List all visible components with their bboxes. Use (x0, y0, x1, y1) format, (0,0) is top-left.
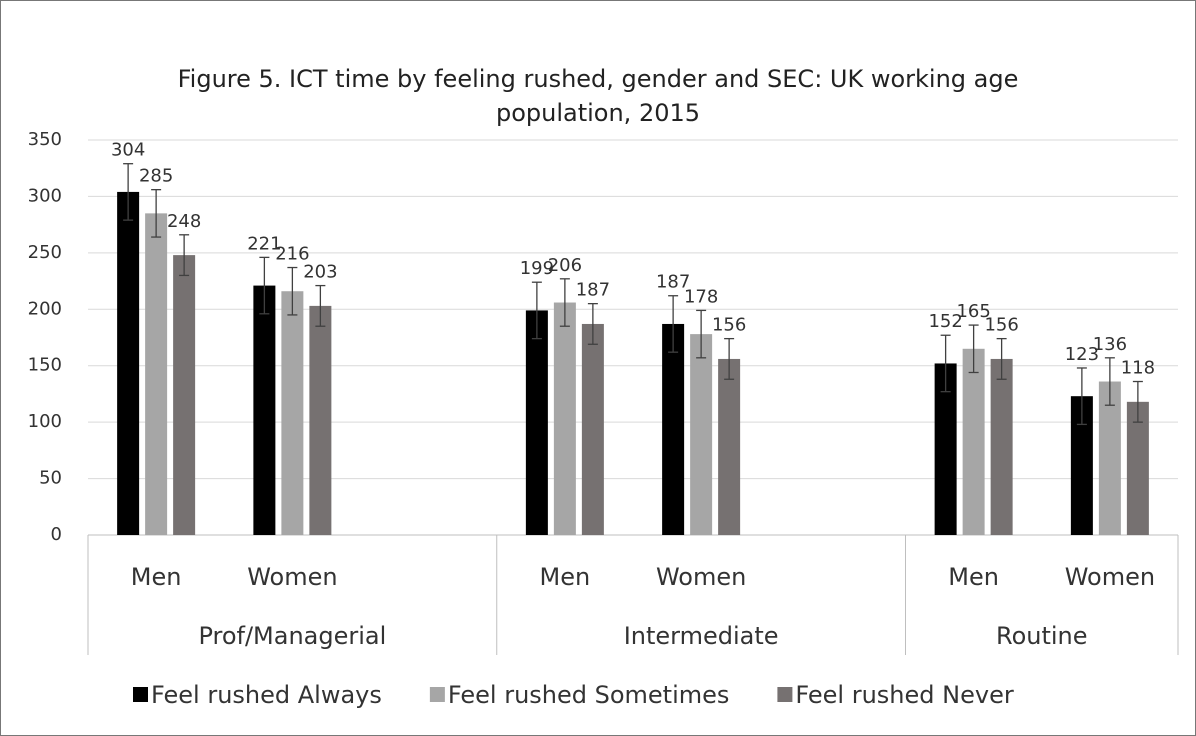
error-bar (668, 295, 679, 353)
chart-title: Figure 5. ICT time by feeling rushed, ge… (177, 65, 1019, 127)
group-label: Prof/Managerial (198, 622, 386, 650)
bar (281, 291, 304, 535)
group-label: Routine (996, 622, 1088, 650)
bar (990, 358, 1013, 535)
error-bar (940, 334, 951, 393)
error-bar (179, 234, 190, 277)
group-label: Intermediate (624, 622, 779, 650)
bar (718, 358, 741, 535)
x-tick-label: Men (540, 563, 591, 591)
error-bar (1104, 357, 1115, 406)
data-label: 203 (303, 262, 337, 283)
data-label: 156 (712, 315, 746, 336)
data-label: 187 (656, 272, 690, 293)
y-tick-label: 250 (28, 242, 62, 263)
legend-swatch (429, 687, 445, 702)
data-label: 206 (548, 255, 582, 276)
legend-label: Feel rushed Sometimes (448, 681, 730, 709)
data-label: 123 (1065, 344, 1099, 365)
x-tick-label: Women (247, 563, 337, 591)
error-bar (559, 278, 570, 327)
data-label: 178 (684, 286, 718, 307)
error-bar (259, 256, 270, 315)
error-bar (531, 281, 542, 340)
error-bar (151, 189, 162, 238)
bar (553, 302, 576, 535)
data-label: 187 (576, 280, 610, 301)
data-label: 199 (520, 258, 554, 279)
bar (690, 334, 713, 535)
y-tick-label: 200 (28, 298, 62, 319)
error-bar (315, 284, 326, 327)
bar (145, 213, 168, 535)
bar (173, 255, 196, 535)
data-label: 304 (111, 140, 145, 161)
data-label: 152 (928, 311, 962, 332)
x-tick-label: Men (948, 563, 999, 591)
y-tick-label: 300 (28, 185, 62, 206)
x-tick-label: Men (131, 563, 182, 591)
error-bar (1076, 367, 1087, 426)
bar (581, 323, 604, 535)
y-tick-label: 150 (28, 355, 62, 376)
error-bar (724, 337, 735, 380)
bar (962, 348, 985, 535)
y-tick-label: 350 (28, 129, 62, 150)
legend-label: Feel rushed Always (151, 681, 382, 709)
error-bar (123, 163, 134, 221)
legend-label: Feel rushed Never (795, 681, 1013, 709)
bar (309, 305, 332, 535)
legend-swatch (133, 687, 148, 702)
x-tick-label: Women (656, 563, 746, 591)
data-label: 221 (247, 233, 281, 254)
data-label: 136 (1093, 334, 1127, 355)
legend-swatch (777, 687, 793, 702)
error-bar (968, 324, 979, 374)
bar (934, 363, 957, 535)
bar (525, 310, 548, 535)
bar (662, 323, 685, 535)
error-bar (287, 266, 298, 316)
error-bar (696, 309, 707, 359)
bar (1126, 401, 1149, 535)
bar (1070, 396, 1093, 535)
y-tick-label: 0 (51, 524, 62, 545)
error-bar (996, 337, 1007, 380)
data-label: 118 (1121, 358, 1155, 379)
data-label: 165 (956, 301, 990, 322)
bar (1098, 381, 1121, 535)
error-bar (587, 302, 598, 345)
data-label: 285 (139, 166, 173, 187)
data-label: 216 (275, 244, 309, 265)
bar (117, 191, 140, 535)
error-bar (1132, 380, 1143, 423)
y-tick-label: 50 (39, 468, 62, 489)
x-tick-label: Women (1065, 563, 1155, 591)
data-label: 248 (167, 211, 201, 232)
y-tick-label: 100 (28, 411, 62, 432)
bar (253, 285, 276, 535)
data-label: 156 (984, 315, 1018, 336)
